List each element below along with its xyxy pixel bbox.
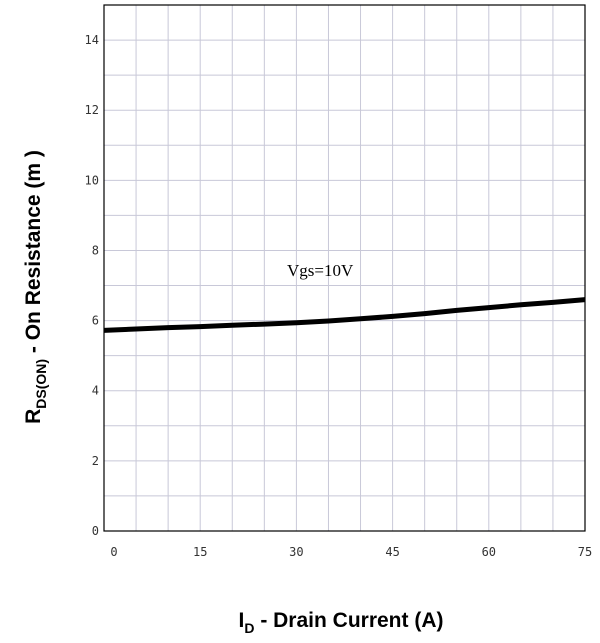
y-tick-label: 8 bbox=[92, 243, 99, 257]
y-tick-label: 6 bbox=[92, 314, 99, 328]
y-axis-title-subscript: DS(ON) bbox=[33, 359, 49, 409]
x-axis-title: ID - Drain Current (A) bbox=[239, 609, 444, 636]
y-tick-label: 10 bbox=[85, 173, 99, 187]
y-tick-label: 14 bbox=[85, 33, 99, 47]
x-tick-label: 45 bbox=[385, 545, 399, 559]
x-tick-label: 75 bbox=[578, 545, 592, 559]
x-tick-labels: 0 15 30 45 60 75 bbox=[110, 545, 592, 559]
series-line-vgs-10v bbox=[103, 297, 586, 333]
x-tick-label: 60 bbox=[482, 545, 496, 559]
plot-frame bbox=[103, 4, 586, 532]
y-tick-label: 0 bbox=[92, 524, 99, 538]
y-tick-label: 2 bbox=[92, 454, 99, 468]
x-axis-title-main: I bbox=[239, 609, 245, 632]
y-tick-label: 4 bbox=[92, 384, 99, 398]
x-tick-label: 30 bbox=[289, 545, 303, 559]
y-tick-labels: 0 2 4 6 8 10 12 14 bbox=[85, 33, 99, 538]
x-tick-label: 0 bbox=[110, 545, 117, 559]
y-axis-title-rest: - On Resistance (m ) bbox=[22, 150, 45, 359]
x-tick-label: 15 bbox=[193, 545, 207, 559]
y-tick-label: 12 bbox=[85, 103, 99, 117]
y-axis-title-main: R bbox=[22, 409, 45, 424]
annotation-vgs: Vgs=10V bbox=[287, 261, 354, 280]
x-axis-title-subscript: D bbox=[244, 620, 254, 636]
grid bbox=[104, 5, 585, 531]
x-axis-title-rest: - Drain Current (A) bbox=[254, 609, 443, 632]
y-axis-title: RDS(ON) - On Resistance (m ) bbox=[22, 150, 49, 424]
